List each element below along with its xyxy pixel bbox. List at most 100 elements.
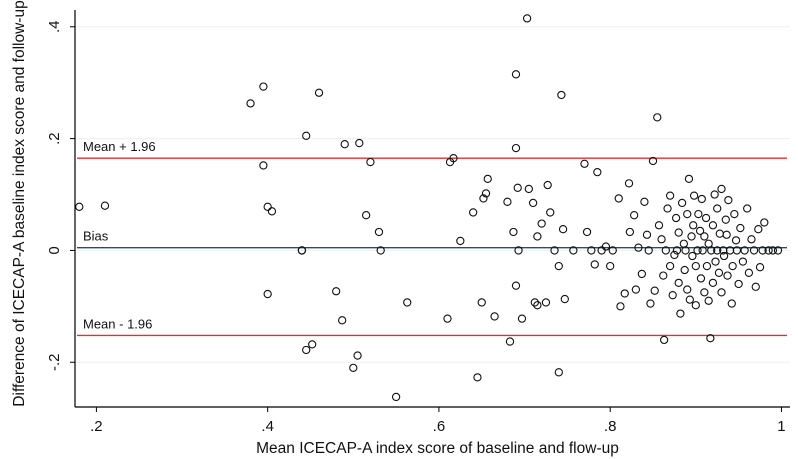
- data-point: [708, 278, 718, 288]
- data-point: [590, 260, 599, 269]
- data-point: [644, 246, 653, 255]
- data-point: [672, 246, 682, 255]
- data-point: [734, 279, 743, 289]
- data-point: [659, 335, 669, 345]
- data-point: [663, 204, 672, 213]
- data-point: [634, 243, 643, 252]
- data-point: [259, 82, 268, 91]
- data-point: [477, 298, 486, 307]
- y-tick-label: 0: [46, 246, 63, 254]
- data-point: [701, 213, 711, 223]
- data-point: [657, 235, 666, 244]
- data-point: [740, 246, 749, 255]
- data-point: [696, 274, 706, 283]
- data-point: [511, 70, 521, 79]
- data-point: [724, 195, 733, 205]
- data-point: [625, 227, 635, 237]
- data-point: [713, 204, 722, 213]
- data-point: [640, 197, 649, 206]
- data-point: [710, 190, 719, 199]
- data-point: [340, 140, 349, 149]
- data-point: [391, 392, 401, 402]
- grid-layer: [75, 26, 790, 363]
- data-point: [723, 271, 732, 280]
- data-point: [601, 242, 611, 251]
- data-point: [727, 299, 736, 308]
- data-point: [517, 314, 527, 323]
- data-point: [511, 143, 521, 153]
- data-point: [349, 363, 358, 373]
- data-point: [554, 261, 563, 271]
- data-point: [443, 314, 452, 323]
- data-point: [688, 251, 697, 261]
- data-point: [308, 340, 317, 349]
- reference-line-label: Bias: [83, 229, 109, 244]
- data-point: [374, 227, 384, 237]
- data-point: [661, 246, 670, 255]
- data-point: [541, 298, 551, 307]
- data-point: [704, 296, 713, 305]
- data-point: [314, 88, 324, 97]
- data-point: [533, 232, 542, 241]
- data-point: [687, 232, 696, 241]
- data-point: [263, 289, 272, 299]
- x-tick-label: .2: [90, 418, 103, 435]
- data-point: [481, 189, 491, 198]
- data-point: [668, 291, 677, 300]
- data-point: [677, 198, 687, 208]
- data-point: [674, 228, 683, 237]
- data-point: [302, 131, 311, 140]
- data-point: [702, 261, 712, 271]
- data-point: [361, 211, 371, 220]
- data-point: [700, 288, 709, 297]
- data-point: [580, 159, 589, 168]
- data-point: [569, 246, 578, 255]
- data-point: [691, 261, 700, 271]
- data-point: [680, 265, 689, 275]
- data-point: [754, 225, 763, 234]
- data-point: [593, 168, 602, 177]
- data-point: [631, 285, 641, 294]
- data-point: [714, 268, 724, 277]
- data-point: [676, 309, 685, 318]
- data-point: [509, 227, 518, 237]
- data-point: [728, 261, 737, 271]
- data-point: [755, 263, 765, 272]
- data-point: [698, 246, 707, 255]
- x-tick-label: 1: [777, 418, 785, 435]
- data-point: [624, 179, 634, 188]
- data-point: [681, 246, 690, 255]
- data-point: [483, 174, 492, 184]
- reference-lines: Mean + 1.96 Bias Mean - 1.96: [77, 139, 787, 337]
- data-point: [297, 246, 307, 255]
- data-point: [694, 209, 703, 219]
- data-point: [730, 209, 739, 219]
- data-point: [674, 278, 683, 288]
- data-point: [505, 337, 515, 346]
- data-point: [719, 251, 729, 261]
- data-point: [751, 282, 760, 291]
- data-point: [747, 235, 756, 244]
- data-point: [665, 261, 675, 271]
- data-point: [760, 218, 769, 227]
- data-points: [75, 14, 783, 402]
- data-point: [514, 246, 523, 255]
- data-point: [100, 201, 110, 210]
- data-point: [332, 287, 341, 296]
- data-point: [671, 213, 681, 223]
- data-point: [722, 230, 731, 239]
- data-point: [560, 294, 569, 304]
- data-point: [403, 298, 412, 307]
- data-point: [530, 298, 539, 307]
- data-point: [376, 246, 385, 255]
- data-point: [524, 184, 533, 194]
- data-point: [456, 236, 465, 246]
- data-point: [533, 301, 542, 310]
- data-point: [764, 246, 773, 255]
- y-tick-label: .4: [46, 21, 63, 34]
- x-axis-title: Mean ICECAP-A index score of baseline an…: [256, 440, 619, 457]
- data-point: [721, 215, 730, 224]
- data-point: [537, 219, 546, 228]
- x-tick-label: .8: [604, 418, 617, 435]
- data-point: [731, 236, 741, 245]
